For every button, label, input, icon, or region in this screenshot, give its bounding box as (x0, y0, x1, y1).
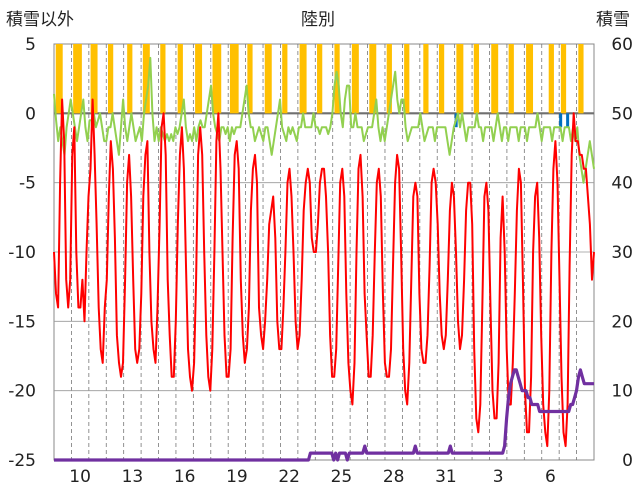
x-tick-label: 10 (69, 467, 91, 487)
sunshine-bar (299, 44, 307, 114)
left-y-tick-label: -25 (8, 451, 36, 471)
right-y-tick-label: 50 (611, 104, 633, 124)
right-y-tick-label: 0 (622, 451, 633, 471)
sunshine-bar (73, 44, 82, 114)
precipitation-bar (559, 113, 563, 128)
x-tick-label: 31 (435, 467, 457, 487)
sunshine-bar (404, 44, 410, 114)
sunshine-bar (438, 44, 445, 114)
left-y-tick-label: -5 (19, 174, 36, 194)
right-y-tick-label: 20 (611, 312, 633, 332)
sunshine-bar (247, 44, 253, 114)
x-tick-label: 19 (226, 467, 248, 487)
sunshine-bar (578, 44, 584, 114)
sunshine-bar (369, 44, 377, 114)
left-y-tick-label: -20 (8, 382, 36, 402)
x-tick-label: 28 (383, 467, 405, 487)
sunshine-bar (317, 44, 323, 114)
right-axis-label: 積雪 (596, 10, 630, 30)
x-tick-label: 3 (493, 467, 504, 487)
sunshine-bar (264, 44, 272, 114)
right-y-tick-label: 40 (611, 174, 633, 194)
sunshine-bar (195, 44, 203, 114)
x-tick-label: 16 (174, 467, 196, 487)
right-y-tick-label: 10 (611, 382, 633, 402)
left-y-tick-label: 5 (25, 35, 36, 55)
sunshine-bar (560, 44, 567, 114)
x-tick-label: 22 (278, 467, 300, 487)
sunshine-bar (127, 44, 133, 114)
left-axis-label: 積雪以外 (6, 10, 74, 30)
sunshine-bar (456, 44, 464, 114)
sunshine-bar (160, 44, 166, 114)
precipitation-bar (566, 113, 570, 128)
sunshine-bar (177, 44, 183, 114)
x-tick-label: 13 (122, 467, 144, 487)
right-y-tick-label: 30 (611, 243, 633, 263)
x-tick-label: 25 (331, 467, 353, 487)
sunshine-bar (142, 44, 150, 114)
snow-depth-line (54, 368, 594, 462)
sunshine-bar (386, 44, 392, 114)
sunshine-bar (548, 44, 554, 114)
wind-line (53, 56, 595, 184)
sunshine-bar (282, 44, 288, 114)
sunshine-bar (526, 44, 534, 114)
sunshine-bar (473, 44, 480, 114)
sunshine-bar (423, 44, 429, 114)
sunshine-bar (212, 44, 222, 114)
left-y-tick-label: -15 (8, 312, 36, 332)
left-y-tick-label: -10 (8, 243, 36, 263)
temperature-line (53, 98, 595, 448)
sunshine-bar (55, 44, 63, 114)
sunshine-bar (229, 44, 239, 114)
sunshine-bar (491, 44, 499, 114)
chart-title: 陸別 (301, 10, 335, 30)
left-y-tick-label: 0 (25, 104, 36, 124)
sunshine-bar (351, 44, 359, 114)
right-y-tick-label: 60 (611, 35, 633, 55)
x-tick-label: 6 (545, 467, 556, 487)
sunshine-bar (508, 44, 514, 114)
sunshine-bar (90, 44, 98, 114)
sunshine-bar (108, 44, 114, 114)
